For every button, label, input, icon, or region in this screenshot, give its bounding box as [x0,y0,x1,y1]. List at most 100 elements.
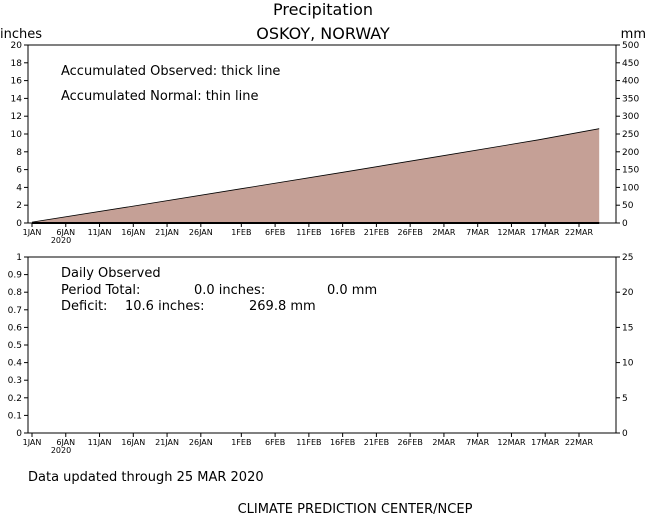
y-tick-label: 6 [16,166,22,176]
x-tick-label: 11JAN [88,228,112,237]
y-tick-label-right: 250 [622,130,639,140]
x-tick-label: 2MAR [432,438,455,447]
deficit-mm: 269.8 mm [249,299,316,314]
x-tick-label: 6JAN [56,228,75,237]
x-tick-label: 1FEB [231,228,251,237]
period-total-label: Period Total: [61,283,140,298]
y-tick-label: 2 [16,201,22,211]
y-tick-label: 0.5 [8,341,22,351]
y-tick-label: 0.4 [8,359,23,369]
y-tick-label-right: 5 [622,394,628,404]
x-tick-label: 16JAN [121,228,145,237]
y-tick-label: 18 [11,59,23,69]
chart-title: Precipitation [273,0,373,19]
year-label-bottom: 2020 [51,446,71,455]
x-tick-label: 12MAR [497,228,526,237]
y-tick-label: 10 [11,130,23,140]
legend-normal: Accumulated Normal: thin line [61,89,259,104]
y-tick-label: 0 [16,429,22,439]
source-credit: CLIMATE PREDICTION CENTER/NCEP [238,502,473,517]
y-tick-label-right: 20 [622,288,634,298]
y-tick-label: 16 [11,77,23,87]
year-label-top: 2020 [51,236,71,245]
x-tick-label: 6JAN [56,438,75,447]
x-tick-label: 11FEB [296,438,321,447]
accumulated-x-ticks: 1JAN 6JAN 11JAN 16JAN 21JAN 26JAN 1FEB 6FEB 11FE… [23,223,594,237]
y-tick-label: 0.3 [8,376,22,386]
x-tick-label: 6FEB [265,438,285,447]
x-tick-label: 11JAN [88,438,112,447]
x-tick-label: 22MAR [565,228,594,237]
y-axis-label-mm: mm [621,27,646,42]
y-tick-label: 0.9 [8,271,23,281]
y-tick-label-right: 350 [622,94,639,104]
daily-left-ticks: 0 0.1 0.2 0.3 0.4 0.5 0.6 0.7 0.8 0.9 1 [8,253,28,439]
y-tick-label: 12 [11,112,22,122]
daily-right-ticks: 0 5 10 15 20 25 [616,253,634,439]
chart-subtitle: OSKOY, NORWAY [256,24,390,43]
x-tick-label: 2MAR [432,228,455,237]
daily-observed-heading: Daily Observed [61,266,161,281]
data-updated-note: Data updated through 25 MAR 2020 [28,470,264,485]
y-tick-label-right: 300 [622,112,639,122]
x-tick-label: 1FEB [231,438,251,447]
y-tick-label-right: 0 [622,429,628,439]
y-tick-label-right: 100 [622,183,639,193]
x-tick-label: 21FEB [364,438,389,447]
y-tick-label-right: 200 [622,148,639,158]
y-tick-label-right: 50 [622,201,634,211]
x-tick-label: 6FEB [265,228,285,237]
period-total-mm: 0.0 mm [327,283,377,298]
x-tick-label: 16JAN [121,438,145,447]
x-tick-label: 26JAN [189,228,213,237]
x-tick-label: 26JAN [189,438,213,447]
y-tick-label: 20 [11,41,23,51]
accumulated-right-ticks: 0 50 100 150 200 250 300 350 400 450 500 [616,41,639,229]
accumulated-normal-line [31,128,600,223]
deficit-label: Deficit: [61,299,107,314]
y-tick-label: 1 [16,253,22,263]
accumulated-left-ticks: 0 2 4 6 8 10 12 14 16 18 20 [11,41,28,229]
accumulated-deficit-area [32,128,600,223]
deficit-inches: 10.6 inches: [125,299,204,314]
x-tick-label: 16FEB [330,228,355,237]
x-tick-label: 17MAR [531,438,560,447]
y-tick-label-right: 15 [622,323,633,333]
y-tick-label: 14 [11,94,23,104]
x-tick-label: 16FEB [330,438,355,447]
y-tick-label: 0.2 [8,394,22,404]
y-tick-label: 4 [16,183,22,193]
x-tick-label: 7MAR [466,438,489,447]
x-tick-label: 7MAR [466,228,489,237]
y-axis-label-inches: inches [0,27,42,42]
x-tick-label: 1JAN [23,438,42,447]
x-tick-label: 1JAN [23,228,42,237]
y-tick-label: 0.8 [8,288,23,298]
x-tick-label: 17MAR [531,228,560,237]
daily-x-ticks: 1JAN 6JAN 11JAN 16JAN 21JAN 26JAN 1FEB 6FEB 11FE… [23,433,594,447]
x-tick-label: 22MAR [565,438,594,447]
x-tick-label: 11FEB [296,228,321,237]
y-tick-label-right: 25 [622,253,633,263]
y-tick-label-right: 400 [622,77,639,87]
y-tick-label-right: 150 [622,166,639,176]
y-tick-label-right: 450 [622,59,639,69]
accumulated-panel: inches mm 0 2 4 6 8 10 12 14 16 18 20 0 50 100 150 200… [0,27,646,245]
y-tick-label: 8 [16,148,22,158]
y-tick-label-right: 0 [622,219,628,229]
y-tick-label: 0.7 [8,306,22,316]
y-tick-label-right: 10 [622,359,634,369]
x-tick-label: 26FEB [398,228,423,237]
y-tick-label-right: 500 [622,41,639,51]
legend-observed: Accumulated Observed: thick line [61,64,280,79]
x-tick-label: 21JAN [155,228,179,237]
period-total-inches: 0.0 inches: [194,283,265,298]
y-tick-label: 0 [16,219,22,229]
y-tick-label: 0.1 [8,411,22,421]
y-tick-label: 0.6 [8,323,23,333]
daily-panel: 0 0.1 0.2 0.3 0.4 0.5 0.6 0.7 0.8 0.9 1 0 5 10 15 20 25… [8,253,634,455]
accumulated-area-layer [31,128,600,224]
x-tick-label: 26FEB [398,438,423,447]
x-tick-label: 21JAN [155,438,179,447]
